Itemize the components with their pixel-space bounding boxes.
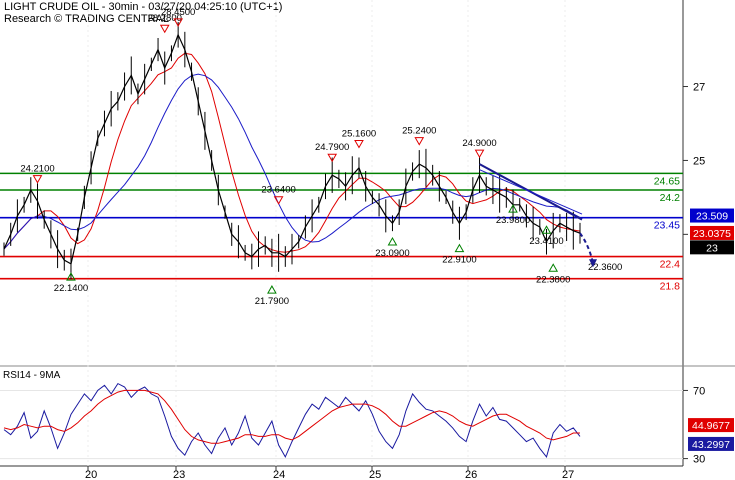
- swing-low-label: 22.3800: [536, 274, 570, 285]
- price-tag-bg: [690, 240, 734, 255]
- x-tick-label: 25: [369, 469, 381, 480]
- swing-high-label: 24.2100: [20, 164, 54, 175]
- price-tags: 23.509 23.0375 23: [690, 208, 734, 255]
- swing-low-marker: [508, 204, 518, 213]
- chart-source: Research © TRADING CENTRAL: [4, 13, 169, 25]
- swing-high-marker: [32, 175, 43, 184]
- swing-high-label: 25.2400: [402, 126, 436, 137]
- level-label: 21.8: [660, 281, 681, 293]
- swing-high-label: 28.4500: [161, 7, 195, 18]
- swing-low-marker: [66, 272, 76, 281]
- swing-high-label: 23.6400: [261, 185, 295, 196]
- level-label: 22.4: [660, 259, 681, 271]
- rsi-tag-rsi: 43.2997: [692, 439, 730, 451]
- target-label: 22.3600: [588, 262, 622, 273]
- swing-high-marker: [414, 137, 425, 146]
- y-tick-label: 27: [693, 82, 705, 94]
- swing-low-label: 21.7900: [255, 296, 289, 307]
- projection-arrow-head: [589, 259, 597, 268]
- swing-low-marker: [454, 243, 465, 253]
- price-tag-bg: [690, 225, 734, 240]
- level-label: 24.65: [654, 175, 680, 187]
- swing-low-marker: [548, 263, 559, 272]
- level-label: 23.45: [654, 220, 680, 232]
- level-label: 24.2: [660, 192, 681, 204]
- swing-high-marker: [159, 24, 170, 34]
- swing-high-label: 25.1600: [342, 129, 376, 140]
- price-tag-last: 23: [706, 242, 718, 254]
- swing-low-label: 23.4100: [529, 236, 563, 247]
- swing-high-marker: [474, 149, 485, 159]
- projection-arrow: [579, 232, 594, 264]
- rsi-panel: RSI14 - 9MA 44.9677 43.2997: [0, 370, 734, 460]
- support-resistance-levels: 24.65 24.2 23.45 22.4 21.8: [0, 172, 683, 293]
- moving-averages: [3, 52, 581, 253]
- x-tick-label: 20: [85, 469, 97, 480]
- x-tick-label: 26: [465, 469, 477, 480]
- price-series: [3, 21, 581, 280]
- rsi-tag-bg: [688, 436, 734, 451]
- rsi-tick-label: 70: [693, 385, 705, 397]
- rsi-title: RSI14 - 9MA: [3, 370, 61, 381]
- swing-low-marker: [541, 225, 552, 234]
- swing-high-marker: [273, 196, 284, 205]
- y-tick-label: 25: [693, 155, 705, 167]
- x-tick-label: 27: [562, 469, 574, 480]
- swing-low-label: 22.9100: [442, 255, 476, 266]
- swing-high-marker: [327, 153, 338, 163]
- ma-slow-line: [3, 73, 581, 250]
- price-tag-pivot: 23.509: [696, 211, 728, 223]
- swing-low-marker: [267, 285, 277, 294]
- swing-low-label: 22.1400: [54, 283, 88, 294]
- price-tag-ma: 23.0375: [693, 228, 731, 240]
- x-tick-label: 23: [173, 469, 185, 480]
- swing-low-label: 23.9800: [496, 215, 530, 226]
- rsi-tick-label: 30: [693, 454, 705, 466]
- swing-high-label: 28.2800: [148, 13, 182, 24]
- trendline-channel: [479, 169, 583, 215]
- rsi-ma-line: [3, 389, 580, 444]
- rsi-tag-bg: [688, 418, 734, 433]
- swing-high-marker: [354, 140, 364, 149]
- rsi-tag-ma: 44.9677: [692, 420, 730, 432]
- x-tick-label: 24: [273, 469, 285, 480]
- rsi-line: [3, 382, 581, 459]
- swing-low-label: 23.0900: [375, 248, 409, 259]
- price-tag-bg: [690, 208, 734, 223]
- chart-title: LIGHT CRUDE OIL - 30min - 03/27/20 04:25…: [4, 1, 283, 13]
- swing-high-marker: [173, 18, 184, 27]
- ma-fast-line: [3, 52, 581, 253]
- swing-high-label: 24.9000: [462, 138, 496, 149]
- axes: 2023242526272325273070: [85, 82, 705, 480]
- swing-high-label: 24.7900: [315, 142, 349, 153]
- swing-low-marker: [387, 237, 398, 246]
